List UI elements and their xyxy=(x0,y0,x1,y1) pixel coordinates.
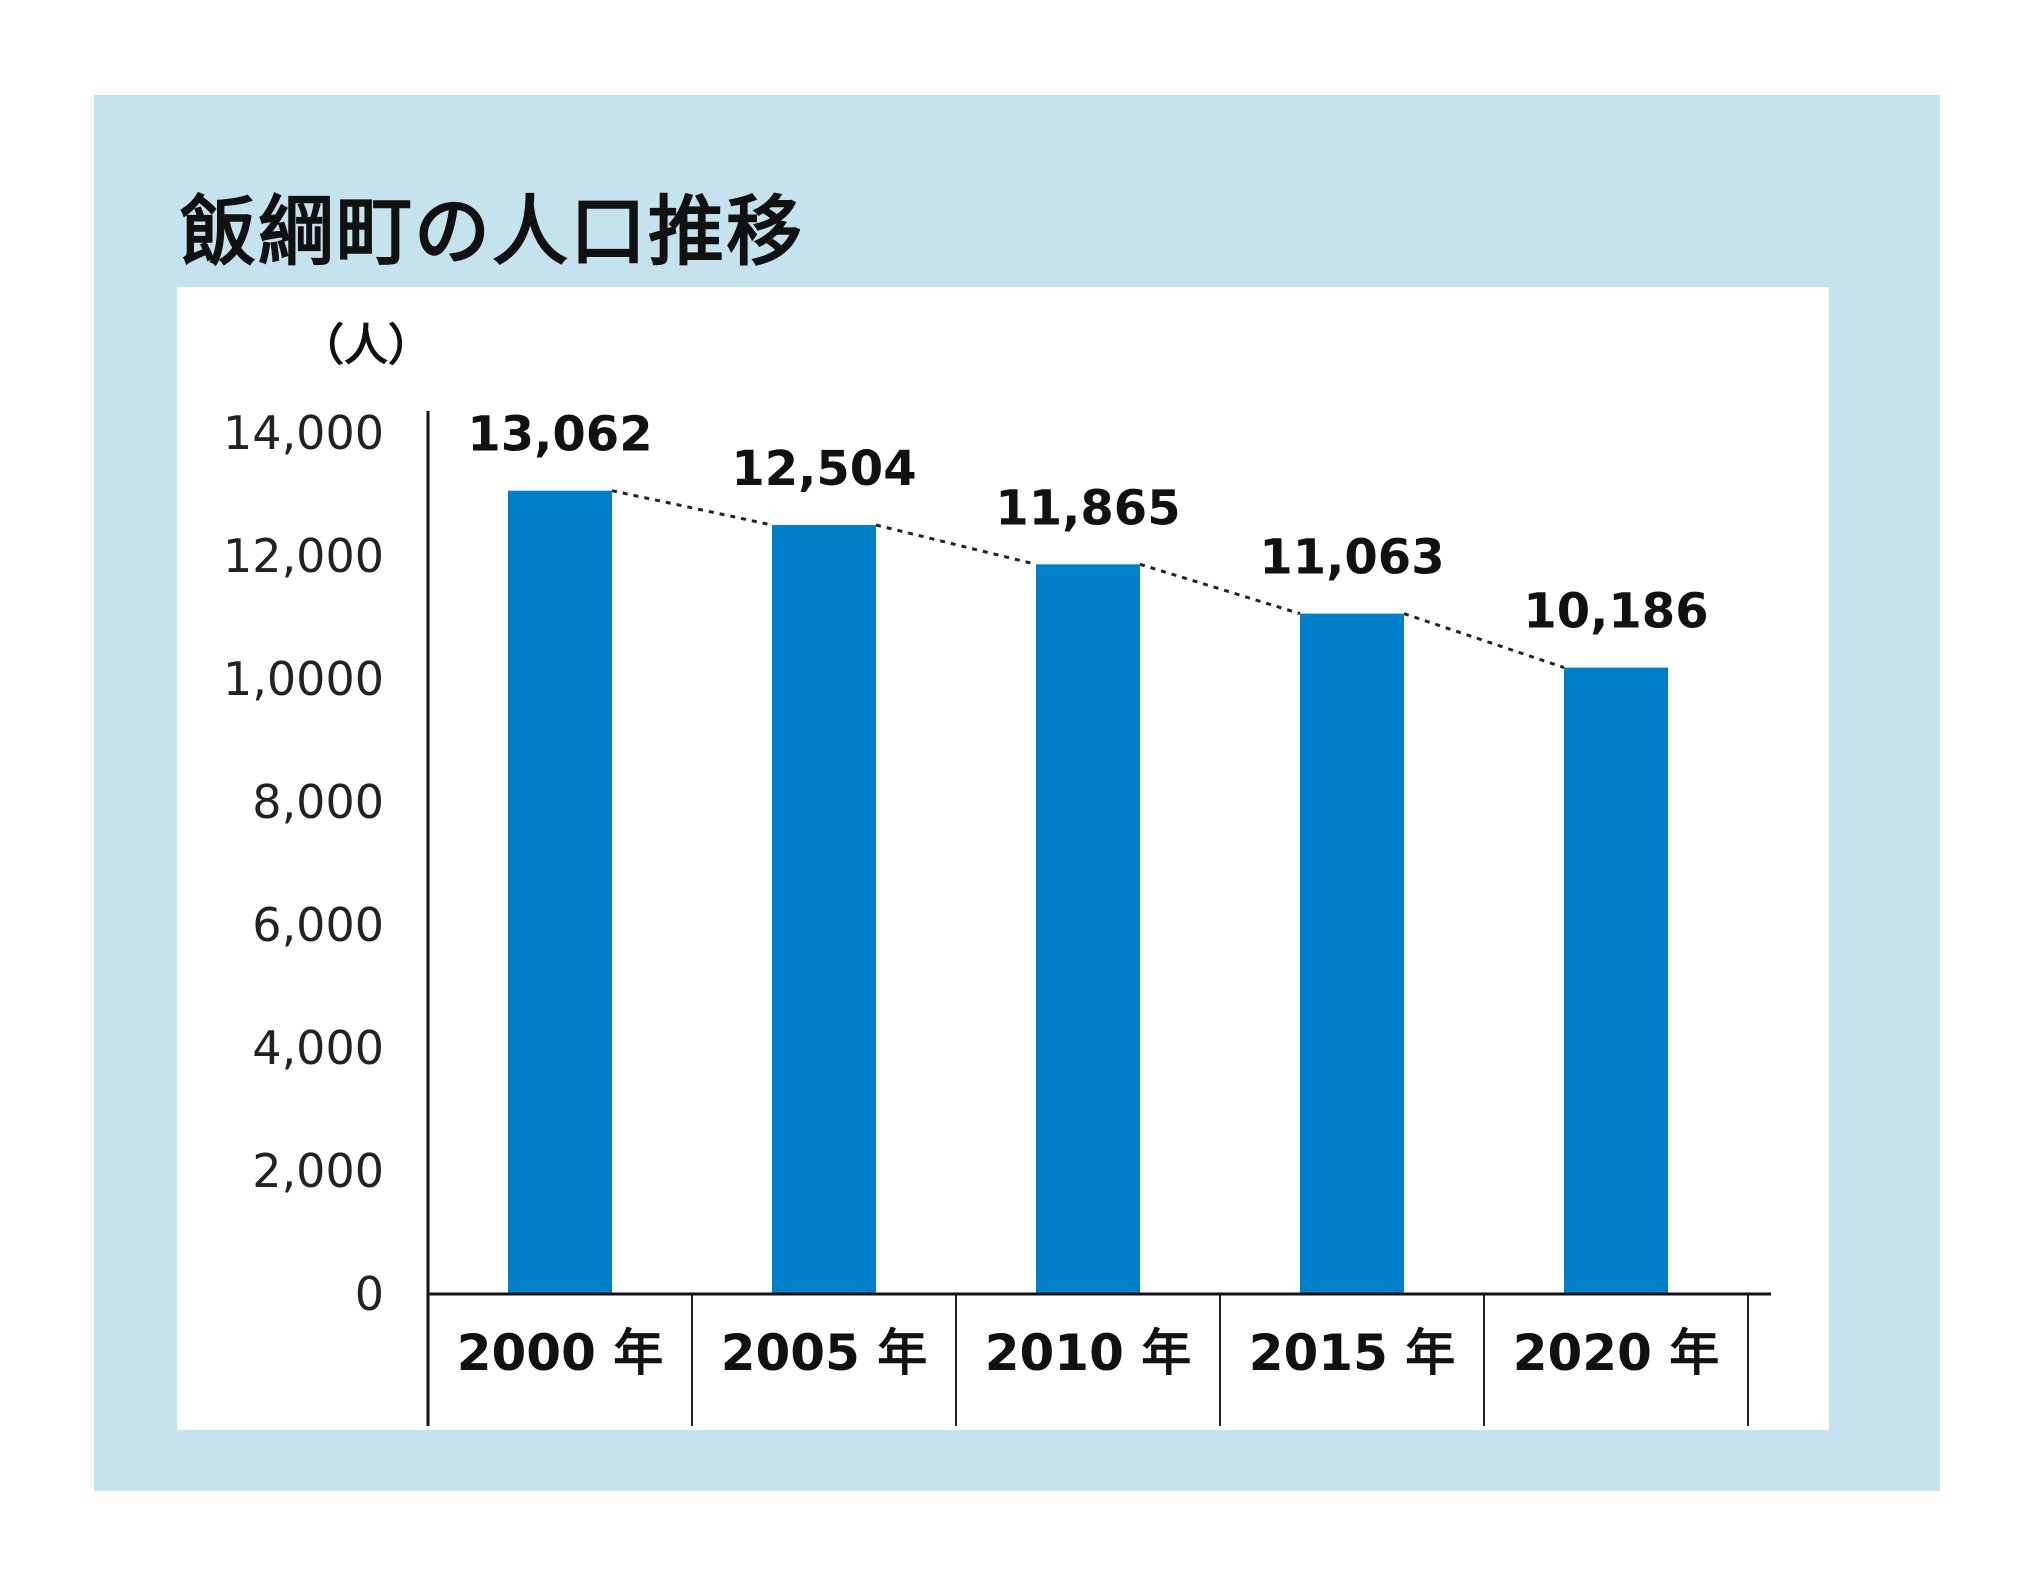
y-tick-label: 2,000 xyxy=(252,1144,384,1198)
x-category-label: 2020 年 xyxy=(1513,1324,1720,1382)
x-category-label: 2005 年 xyxy=(721,1324,928,1382)
y-tick-label: 4,000 xyxy=(252,1021,384,1075)
y-tick-label: 12,000 xyxy=(223,529,384,583)
y-tick-label: 0 xyxy=(355,1267,384,1321)
y-tick-label: 8,000 xyxy=(252,775,384,829)
bar-2000 xyxy=(508,490,612,1294)
bar-2020 xyxy=(1564,667,1668,1294)
y-tick-label: 6,000 xyxy=(252,898,384,952)
y-tick-label: 14,000 xyxy=(223,406,384,460)
bar-2010 xyxy=(1036,564,1140,1294)
value-label: 11,865 xyxy=(995,480,1180,536)
x-category-label: 2000 年 xyxy=(457,1324,664,1382)
bar-2015 xyxy=(1300,613,1404,1294)
bar-2005 xyxy=(772,525,876,1294)
value-label: 10,186 xyxy=(1523,584,1708,640)
value-label: 12,504 xyxy=(731,441,916,497)
chart-title: 飯綱町の人口推移 xyxy=(180,187,804,276)
value-label: 13,062 xyxy=(467,407,652,463)
y-tick-label: 1,0000 xyxy=(223,652,384,706)
value-label: 11,063 xyxy=(1259,530,1444,586)
x-category-label: 2015 年 xyxy=(1249,1324,1456,1382)
chart-panel xyxy=(177,287,1829,1430)
x-category-label: 2010 年 xyxy=(985,1324,1192,1382)
y-axis-unit-label: （人） xyxy=(300,320,432,371)
trend-line-segment xyxy=(611,489,773,527)
